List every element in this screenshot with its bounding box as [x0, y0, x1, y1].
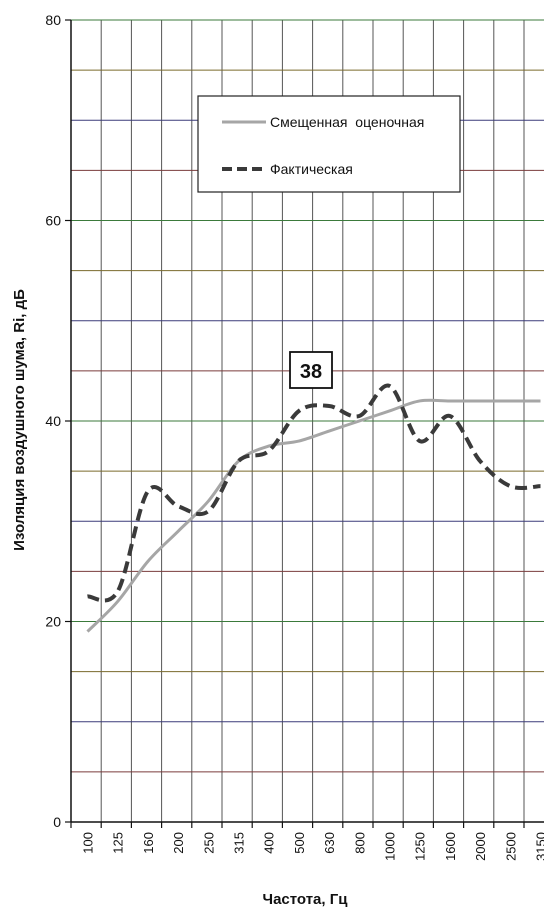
x-tick-label: 250 [201, 832, 216, 854]
x-tick-label: 800 [352, 832, 367, 854]
y-tick-label: 60 [45, 213, 61, 229]
x-tick-label: 315 [232, 832, 247, 854]
y-tick-label: 0 [53, 814, 61, 830]
legend: Смещенная оценочная Фактическая [197, 95, 461, 193]
x-tick-label: 200 [171, 832, 186, 854]
x-tick-label: 3150 [534, 832, 544, 861]
annotation-label: 38 [300, 361, 322, 383]
y-tick-label: 40 [45, 413, 61, 429]
x-tick-label: 125 [111, 832, 126, 854]
y-tick-labels: 0 20 40 60 80 [45, 12, 71, 830]
y-tick-label: 20 [45, 614, 61, 630]
x-tick-label: 2500 [503, 832, 518, 861]
x-tick-label: 160 [141, 832, 156, 854]
x-tick-label: 1250 [413, 832, 428, 861]
x-tick-label: 1600 [443, 832, 458, 861]
x-axis-title: Частота, Гц [263, 891, 349, 908]
x-tick-label: 2000 [473, 832, 488, 861]
legend-box [197, 95, 461, 193]
x-tick-label: 630 [322, 832, 337, 854]
x-tick-labels: 100 125 160 200 250 315 400 500 630 800 1000 1250 16… [70, 822, 544, 861]
y-axis-title: Изоляция воздушного шума, Ri, дБ [11, 289, 28, 551]
series-line-actual [87, 383, 541, 603]
series-lines [86, 383, 541, 633]
x-tick-label: 400 [262, 832, 277, 854]
y-tick-label: 80 [45, 12, 61, 28]
legend-label-actual: Фактическая [270, 161, 353, 177]
legend-label-estimated: Смещенная оценочная [270, 114, 424, 130]
series-line-estimated [86, 398, 541, 633]
x-tick-label: 100 [81, 832, 96, 854]
annotation-box [289, 351, 333, 389]
annotation-38: 38 [289, 351, 333, 389]
x-tick-label: 1000 [383, 832, 398, 861]
x-tick-label: 500 [292, 832, 307, 854]
